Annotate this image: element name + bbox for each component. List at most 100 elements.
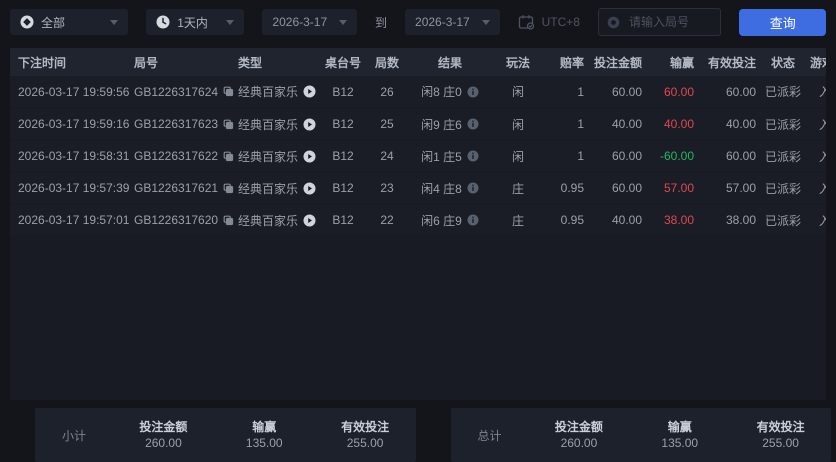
col-header-odds: 赔率 (559, 55, 584, 70)
calendar-check-icon (518, 14, 535, 30)
winloss-amount: -60.00 (659, 149, 694, 163)
col-header-rounds: 局数 (374, 55, 399, 70)
date-to-picker[interactable]: 2026-3-17 (405, 9, 500, 35)
odds: 1 (577, 84, 584, 99)
game-type-cell: 经典百家乐 (234, 204, 320, 236)
bet-time: 2026-03-17 19:57:01 (18, 213, 130, 227)
copy-icon[interactable] (223, 183, 234, 194)
odds: 1 (577, 149, 584, 163)
col-header-time: 下注时间 (18, 55, 67, 70)
game-mode: 入座 (806, 108, 826, 140)
query-button[interactable]: 查询 (739, 8, 827, 36)
play-circle-icon[interactable] (303, 214, 316, 227)
valid-bet: 60.00 (725, 149, 756, 163)
copy-icon[interactable] (223, 151, 234, 162)
valid-bet: 57.00 (725, 181, 756, 195)
col-header-type: 类型 (238, 55, 263, 70)
date-range-value: 1天内 (177, 15, 208, 30)
info-icon[interactable] (467, 214, 479, 226)
play-method: 闲 (511, 85, 524, 99)
game-type-cell: 经典百家乐 (234, 172, 320, 204)
table-number: B12 (332, 213, 354, 227)
category-select[interactable]: 全部 (10, 9, 129, 35)
odds: 1 (577, 117, 584, 131)
status-badge: 已派彩 (764, 213, 801, 228)
total-valid: 有效投注 255.00 (756, 420, 805, 450)
chevron-down-icon (226, 19, 235, 25)
table-row: 2026-03-17 19:59:56 GB1226317624 经典百家乐 (10, 76, 826, 108)
bet-history-panel: 下注时间 局号 类型 桌台号 局数 结果 玩法 赔率 投注金额 输赢 有效投注 … (10, 48, 826, 400)
chevron-down-icon (110, 19, 119, 25)
col-header-valid: 有效投注 (707, 55, 756, 70)
winloss-amount: 38.00 (663, 213, 694, 227)
target-icon (20, 15, 34, 29)
col-header-bet: 投注金额 (593, 55, 642, 70)
result-cell: 闲1 庄5 (408, 140, 492, 172)
play-method: 庄 (511, 213, 524, 228)
result-cell: 闲8 庄0 (408, 76, 492, 108)
total-panel: 总计 投注金额 260.00 输赢 135.00 有效投注 255.00 (450, 408, 831, 462)
valid-bet: 60.00 (725, 84, 756, 99)
bet-amount: 40.00 (611, 213, 642, 227)
info-icon[interactable] (467, 182, 479, 194)
round-number-cell: GB1226317623 (130, 108, 234, 140)
col-header-winloss: 输赢 (669, 55, 694, 70)
bet-time: 2026-03-17 19:57:39 (18, 181, 130, 195)
table-row: 2026-03-17 19:59:16 GB1226317623 经典百家乐 (10, 108, 826, 140)
status-badge: 已派彩 (764, 181, 801, 196)
round-number-cell: GB1226317621 (130, 172, 234, 204)
category-value: 全部 (41, 15, 66, 30)
copy-icon[interactable] (223, 215, 234, 226)
col-header-mode: 游戏模式 (810, 55, 826, 70)
date-to-value: 2026-3-17 (415, 15, 470, 29)
game-type-cell: 经典百家乐 (234, 76, 320, 108)
table-number: B12 (332, 117, 354, 131)
col-header-play: 玩法 (505, 55, 530, 70)
timezone-indicator: UTC+8 (518, 14, 580, 30)
total-bet: 投注金额 260.00 (554, 420, 603, 450)
subtotal-bet: 投注金额 260.00 (139, 420, 188, 450)
play-method: 庄 (511, 181, 524, 196)
copy-icon[interactable] (223, 86, 234, 97)
play-circle-icon[interactable] (303, 182, 316, 195)
date-from-picker[interactable]: 2026-3-17 (262, 9, 357, 35)
copy-icon[interactable] (223, 119, 234, 130)
bet-amount: 40.00 (611, 117, 642, 131)
info-icon[interactable] (467, 150, 479, 162)
date-range-select[interactable]: 1天内 (146, 9, 245, 35)
total-winloss: 输赢 135.00 (661, 420, 699, 450)
col-header-result: 结果 (437, 55, 462, 70)
game-mode: 入座 (806, 204, 826, 236)
status-badge: 已派彩 (764, 117, 801, 132)
table-row: 2026-03-17 19:58:31 GB1226317622 经典百家乐 (10, 140, 826, 172)
play-circle-icon[interactable] (303, 150, 316, 163)
play-circle-icon[interactable] (303, 85, 316, 98)
bet-amount: 60.00 (611, 84, 642, 99)
subtotal-label: 小计 (61, 428, 86, 443)
subtotal-valid: 有效投注 255.00 (341, 420, 390, 450)
total-label: 总计 (477, 428, 502, 443)
winloss-amount: 57.00 (663, 181, 694, 195)
game-mode: 入座 (806, 140, 826, 172)
info-icon[interactable] (467, 118, 479, 130)
round-count: 24 (380, 149, 394, 163)
valid-bet: 40.00 (725, 117, 756, 131)
winloss-amount: 60.00 (663, 84, 694, 99)
table-number: B12 (332, 84, 354, 99)
table-row: 2026-03-17 19:57:39 GB1226317621 经典百家乐 (10, 172, 826, 204)
round-search-input[interactable] (626, 14, 713, 30)
play-method: 闲 (511, 117, 524, 132)
status-badge: 已派彩 (764, 149, 801, 164)
bet-amount: 60.00 (611, 181, 642, 195)
bet-time: 2026-03-17 19:59:56 (18, 84, 130, 99)
col-header-round: 局号 (134, 55, 159, 70)
table-number: B12 (332, 181, 354, 195)
play-circle-icon[interactable] (303, 118, 316, 131)
round-count: 22 (380, 213, 394, 227)
info-icon[interactable] (467, 86, 479, 98)
game-mode: 入座 (806, 76, 826, 108)
result-cell: 闲9 庄6 (408, 108, 492, 140)
status-badge: 已派彩 (764, 85, 801, 99)
clock-icon (156, 15, 170, 29)
odds: 0.95 (560, 181, 584, 195)
